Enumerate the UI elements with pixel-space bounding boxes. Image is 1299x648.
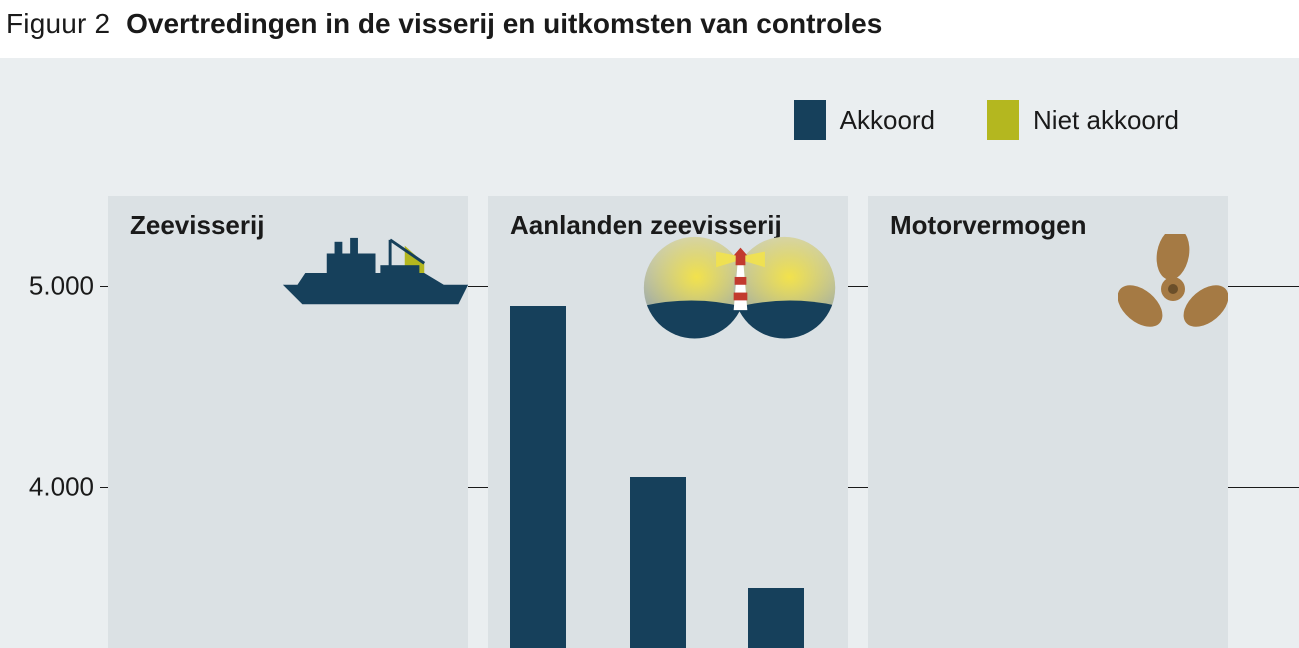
legend-item-niet-akkoord: Niet akkoord [987, 100, 1179, 140]
legend-label: Akkoord [840, 105, 935, 136]
plot-area: Zeevisserij Aanlanden zeevisserij [100, 196, 1299, 648]
legend: Akkoord Niet akkoord [794, 100, 1179, 140]
chart-canvas: Akkoord Niet akkoord 5.000 4.000 Zeevisse… [0, 58, 1299, 648]
bar [748, 588, 804, 648]
figure-title-row: Figuur 2 Overtredingen in de visserij en… [0, 0, 1299, 58]
figure-number: Figuur 2 [6, 8, 110, 39]
y-tick-label: 5.000 [29, 271, 94, 302]
bar [630, 477, 686, 648]
legend-label: Niet akkoord [1033, 105, 1179, 136]
y-axis-labels: 5.000 4.000 [14, 196, 94, 648]
ship-icon [278, 234, 473, 317]
figure-title: Overtredingen in de visserij en uitkomst… [126, 8, 882, 39]
binoc-lighthouse-icon [638, 234, 843, 346]
chart-area: 5.000 4.000 Zeevisserij Aanlanden zeeviss… [0, 196, 1299, 648]
panel-zeevisserij: Zeevisserij [108, 196, 468, 648]
panel-motor: Motorvermogen [868, 196, 1228, 648]
panel-label: Motorvermogen [890, 210, 1086, 241]
bar [510, 306, 566, 648]
legend-swatch-niet-akkoord [987, 100, 1019, 140]
legend-item-akkoord: Akkoord [794, 100, 935, 140]
panel-label: Zeevisserij [130, 210, 264, 241]
panel-aanlanden: Aanlanden zeevisserij [488, 196, 848, 648]
legend-swatch-akkoord [794, 100, 826, 140]
y-tick-label: 4.000 [29, 472, 94, 503]
propeller-icon [1118, 234, 1228, 349]
